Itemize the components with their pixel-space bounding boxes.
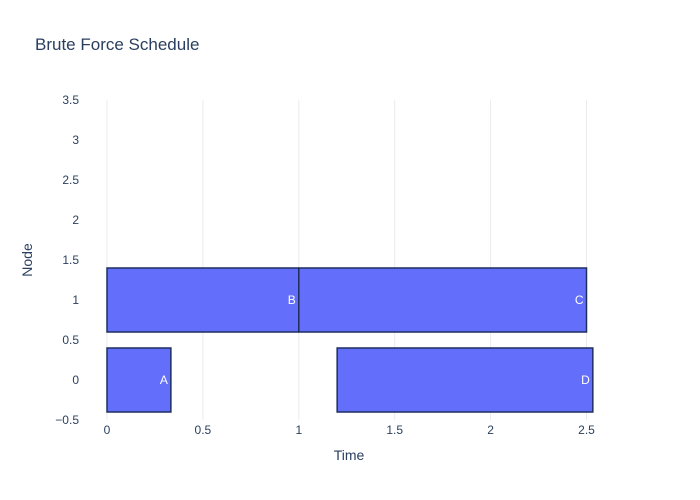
y-axis-ticks: −0.5 0 0.5 1 1.5 2 2.5 3 3.5 (55, 93, 79, 427)
x-tick-label: 1.5 (386, 423, 403, 437)
x-tick-label: 1 (295, 423, 302, 437)
y-tick-label: 1 (72, 293, 79, 307)
y-tick-label: 3 (72, 133, 79, 147)
x-axis-ticks: 0 0.5 1 1.5 2 2.5 (104, 423, 596, 437)
x-axis-label: Time (334, 447, 365, 463)
chart-title: Brute Force Schedule (35, 35, 199, 54)
bar-b (106, 267, 300, 333)
y-tick-label: 2.5 (62, 173, 79, 187)
bar-label-b: B (288, 293, 296, 307)
x-tick-label: 2 (487, 423, 494, 437)
y-tick-label: 2 (72, 213, 79, 227)
y-tick-label: −0.5 (55, 413, 79, 427)
bar-a (106, 347, 172, 413)
x-tick-label: 0.5 (195, 423, 212, 437)
y-tick-label: 0.5 (62, 333, 79, 347)
bar-d (336, 347, 594, 413)
y-tick-label: 0 (72, 373, 79, 387)
bar-c (298, 267, 588, 333)
bar-label-c: C (575, 293, 584, 307)
x-tick-label: 0 (104, 423, 111, 437)
bars: A B C D (106, 267, 594, 413)
y-axis-label: Node (19, 243, 35, 277)
bar-label-a: A (160, 373, 168, 387)
x-tick-label: 2.5 (578, 423, 595, 437)
y-tick-label: 1.5 (62, 253, 79, 267)
bar-label-d: D (581, 373, 590, 387)
y-tick-label: 3.5 (62, 93, 79, 107)
